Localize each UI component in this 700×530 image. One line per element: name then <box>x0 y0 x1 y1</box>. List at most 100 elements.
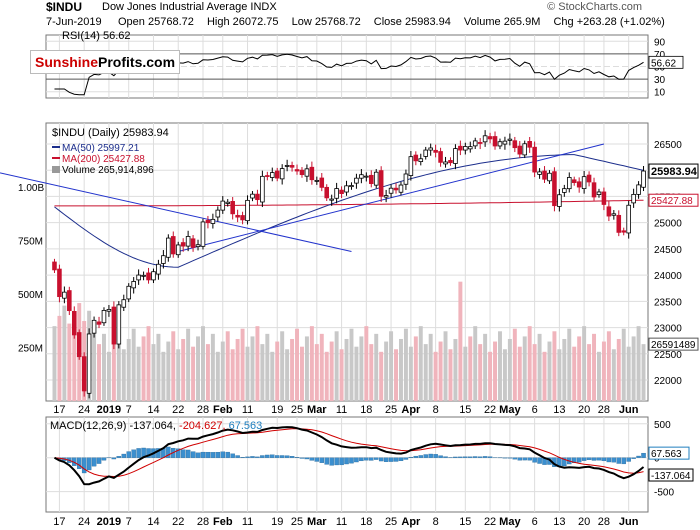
volume-bar <box>250 336 255 401</box>
macd-histogram-bar <box>388 457 394 462</box>
candle-body <box>329 198 334 201</box>
volume-bar <box>418 326 423 401</box>
macd-histogram-bar <box>562 457 567 467</box>
volume-bar <box>106 351 111 401</box>
stockcharts-credit[interactable]: © StockCharts.com <box>547 1 642 13</box>
volume-bar <box>398 338 403 401</box>
volume-bar <box>512 328 517 401</box>
volume-bar <box>260 344 265 401</box>
logo-part-red: Sunshine <box>35 54 99 70</box>
volume-bar <box>339 349 344 401</box>
candle-body <box>156 263 161 275</box>
volume-value: 265.9M <box>503 16 541 28</box>
volume-bar <box>582 326 587 401</box>
macd-histogram-bar <box>270 454 275 458</box>
price-legend-title: $INDU (Daily) 25983.94 <box>52 127 169 139</box>
volume-tag-text: 26591489 <box>651 340 696 351</box>
volume-bar <box>502 349 507 401</box>
ma200-legend-label: MA(200) 25427.88 <box>62 154 145 165</box>
volume-bar <box>299 346 304 401</box>
close-label: Close <box>373 16 402 28</box>
volume-bar <box>275 341 280 401</box>
candle-body <box>67 290 72 312</box>
candle-body <box>552 171 557 207</box>
candle-body <box>81 356 87 392</box>
volume-bar <box>215 351 220 401</box>
macd-value-tag-text: -137.064 <box>651 471 691 482</box>
volume-bar <box>606 331 611 401</box>
volume-bar <box>245 346 250 401</box>
macd-histogram-bar <box>641 452 646 458</box>
x-axis-label-bottom: 14 <box>147 516 159 528</box>
volume-bar <box>67 323 72 401</box>
macd-legend: MACD(12,26,9) -137.064, -204.627, 67.563 <box>50 420 262 432</box>
macd-histogram-bar <box>418 455 424 458</box>
macd-histogram-bar <box>507 457 513 459</box>
volume-bar <box>433 351 438 401</box>
candle-body <box>631 193 636 204</box>
ohlc-summary: Open 25768.72 High 26072.75 Low 25768.72… <box>118 16 665 28</box>
candle-body <box>91 319 97 334</box>
quote-date: 7-Jun-2019 <box>46 16 102 28</box>
volume-bar <box>527 326 532 401</box>
candle-body <box>571 179 577 183</box>
candle-body <box>354 177 359 184</box>
high-value: 26072.75 <box>232 16 279 28</box>
last-price-tag-text: 25983.94 <box>651 166 698 178</box>
macd-hist-tag <box>648 446 690 460</box>
candle-body <box>71 311 77 336</box>
high-label: High <box>206 16 230 28</box>
candle-body <box>319 177 325 188</box>
macd-histogram-bar <box>621 457 626 465</box>
macd-histogram-bar <box>116 456 122 458</box>
volume-bar <box>626 346 631 401</box>
volume-tag <box>648 337 699 351</box>
x-axis-label-top: 11 <box>242 404 253 416</box>
candle-body <box>161 255 166 264</box>
rsi-legend-label: RSI(14) 56.62 <box>62 30 130 42</box>
candle-body <box>76 332 82 358</box>
volume-bar <box>453 338 458 401</box>
volume-bar <box>403 328 408 401</box>
macd-line <box>53 426 645 486</box>
volume-bar <box>92 326 97 401</box>
volume-bar <box>522 336 527 401</box>
candle-body <box>611 213 617 216</box>
candle-body <box>522 143 528 156</box>
macd-histogram-bar <box>260 455 265 458</box>
candle-body <box>57 268 62 298</box>
macd-histogram-bar <box>393 457 399 462</box>
macd-histogram-bar <box>284 455 290 458</box>
macd-histogram-bar <box>319 457 325 463</box>
ma200-tag-text: 25427.88 <box>651 196 693 207</box>
candle-body <box>547 172 552 182</box>
macd-histogram-bar <box>606 457 612 463</box>
ma50-legend-label: MA(50) 25997.21 <box>62 143 140 154</box>
candle-body <box>240 215 245 221</box>
candle-body <box>334 188 339 199</box>
volume-bar <box>186 328 191 401</box>
volume-bar <box>240 328 245 401</box>
price-tick-label: 23500 <box>654 297 682 308</box>
ma200-tag <box>648 193 699 207</box>
volume-bar <box>220 341 225 401</box>
volume-bar <box>483 333 488 401</box>
macd-histogram-bar <box>230 453 235 458</box>
volume-bar <box>344 338 349 401</box>
candle-body <box>586 174 592 183</box>
rsi-tick-label: 10 <box>654 88 666 99</box>
x-axis-label-bottom: 28 <box>197 516 209 528</box>
volume-bar <box>210 333 215 401</box>
macd-histogram-bar <box>458 456 463 458</box>
macd-histogram-bar <box>299 457 305 459</box>
volume-bar <box>255 326 260 401</box>
candle-body <box>96 321 102 325</box>
candle-body <box>517 145 523 155</box>
macd-histogram-bar <box>631 457 636 459</box>
volume-bar <box>616 338 621 401</box>
x-axis-label-bottom: 18 <box>360 516 372 528</box>
macd-histogram-bar <box>175 448 181 458</box>
macd-histogram-bar <box>180 449 186 458</box>
macd-signal-line <box>54 428 644 478</box>
candle-body <box>339 189 344 195</box>
